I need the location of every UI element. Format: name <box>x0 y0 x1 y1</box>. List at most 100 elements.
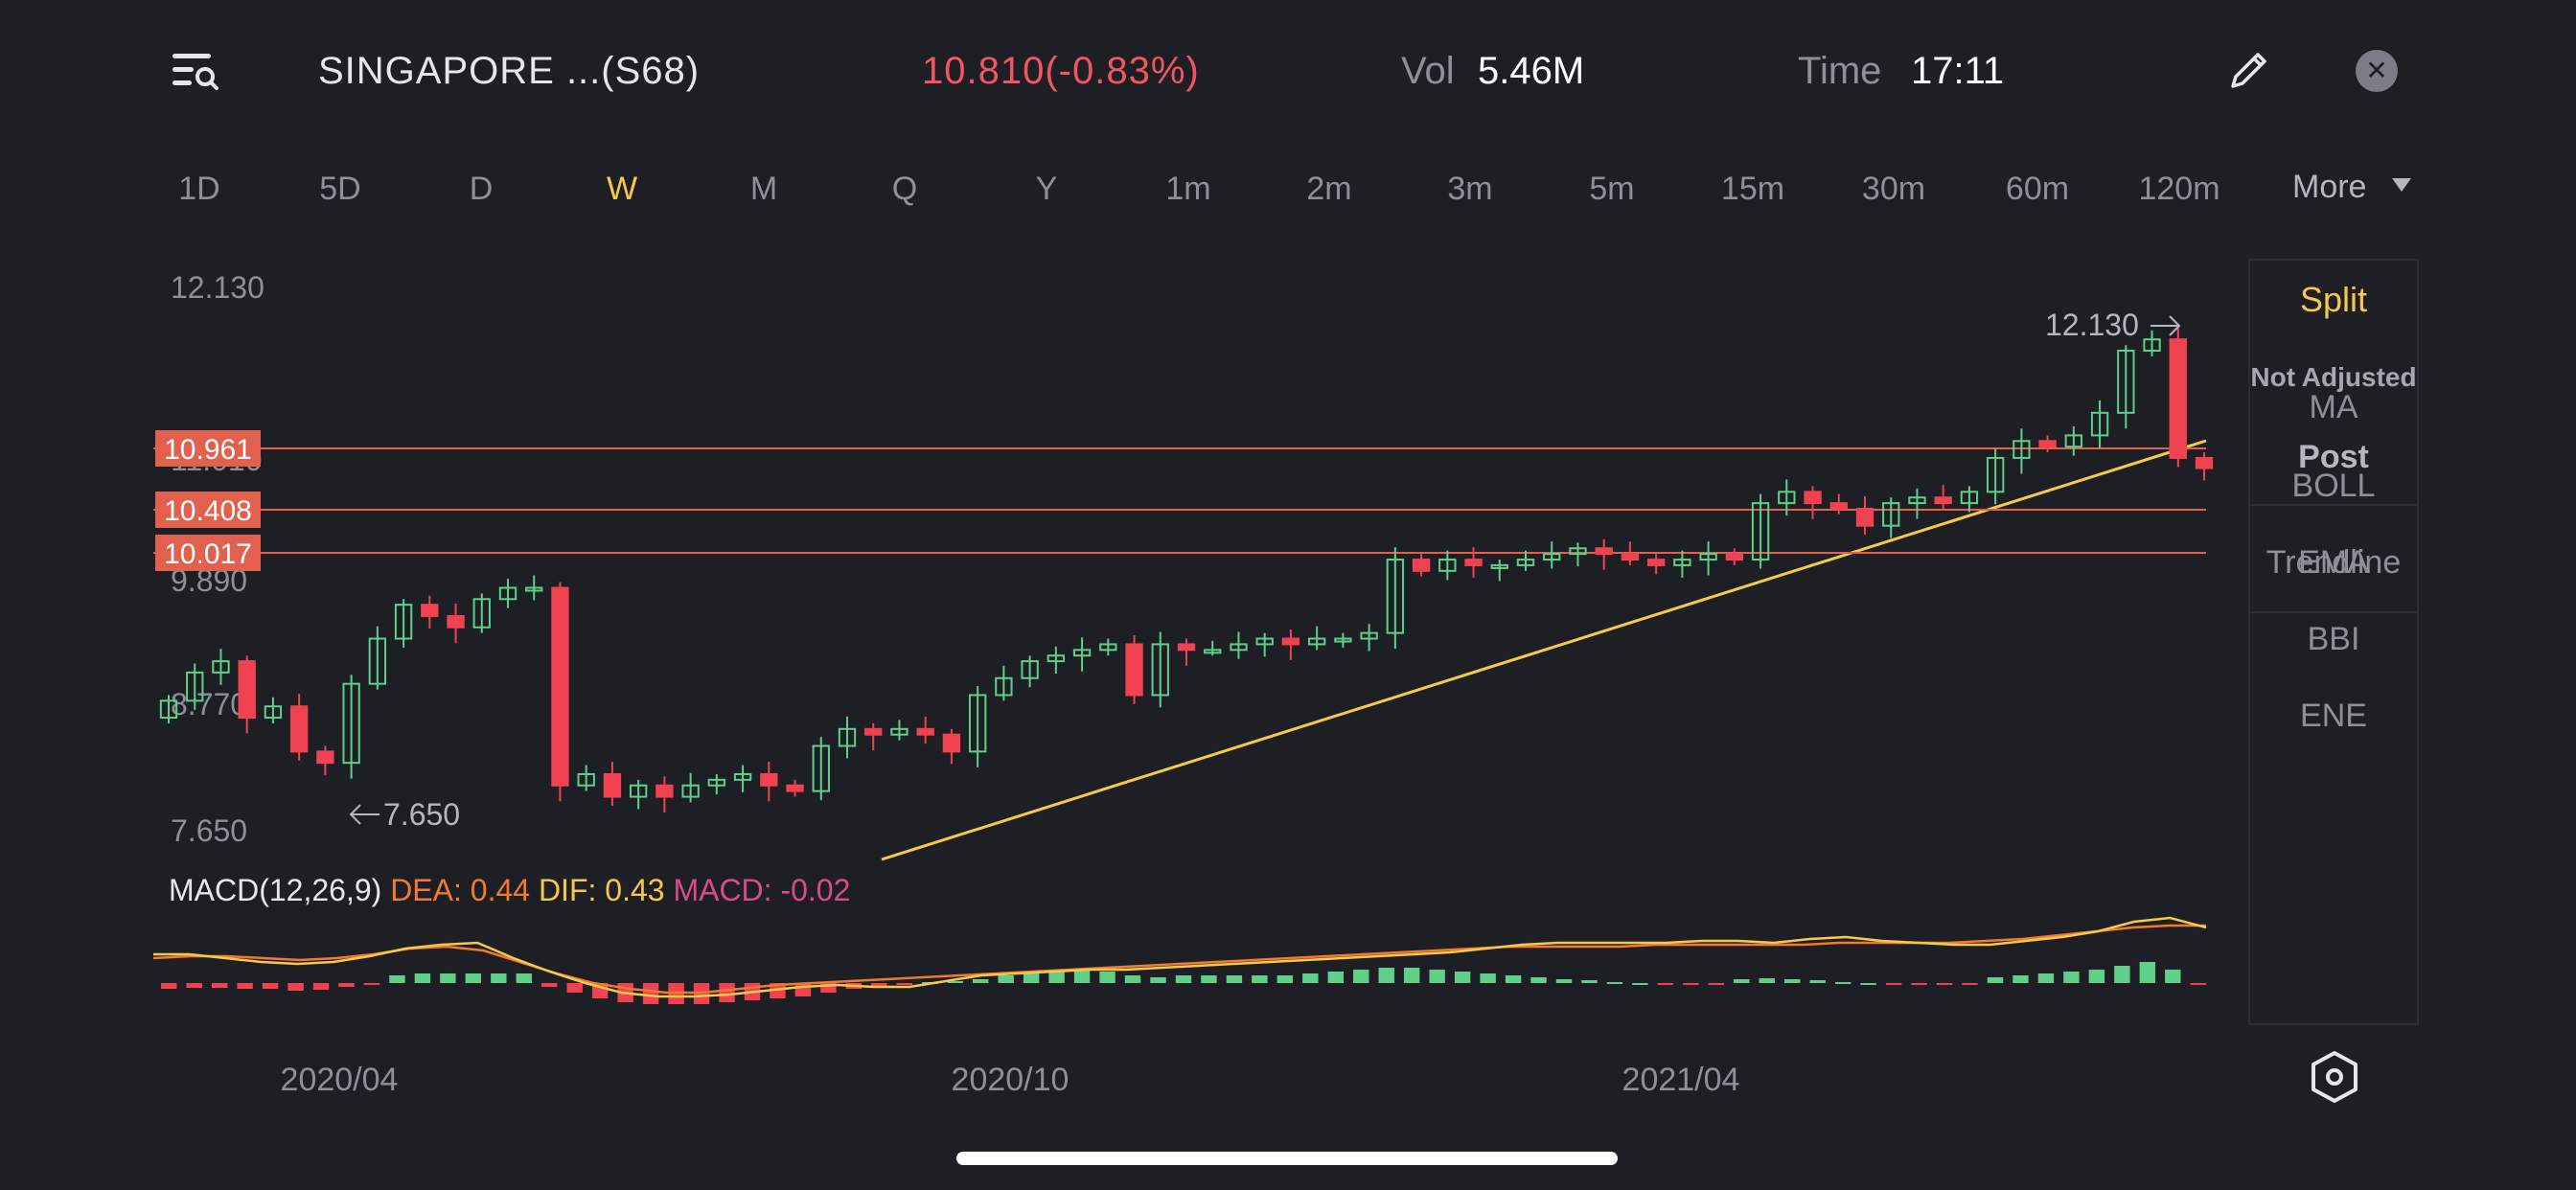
interval-tab[interactable]: 2m <box>1306 171 1352 207</box>
candle-body[interactable] <box>394 604 413 640</box>
candle-body[interactable] <box>1046 654 1066 663</box>
candle-body[interactable] <box>1360 631 1378 640</box>
candle-body[interactable] <box>289 705 309 753</box>
interval-tab[interactable]: 3m <box>1447 171 1493 207</box>
indicator-option[interactable]: BOLL <box>2291 468 2376 504</box>
candle-body[interactable] <box>186 671 204 702</box>
candle-body[interactable] <box>1177 643 1196 652</box>
candle-body[interactable] <box>812 744 830 792</box>
indicator-option[interactable]: ENE <box>2300 698 2367 734</box>
candle-body[interactable] <box>1072 649 1092 657</box>
candle-body[interactable] <box>1281 637 1300 646</box>
candle-body[interactable] <box>968 694 987 753</box>
interval-tab[interactable]: Q <box>891 171 918 207</box>
candle-body[interactable] <box>447 614 465 629</box>
candle-body[interactable] <box>995 676 1013 697</box>
candle-body[interactable] <box>1960 491 1979 505</box>
candle-body[interactable] <box>1908 496 1926 505</box>
candle-body[interactable] <box>1855 508 1874 527</box>
candle-body[interactable] <box>1386 559 1405 634</box>
candle-body[interactable] <box>1986 456 2005 493</box>
candle-body[interactable] <box>212 660 230 674</box>
interval-tab[interactable]: 15m <box>1720 171 1785 207</box>
candle-body[interactable] <box>1804 491 1822 505</box>
interval-tab[interactable]: W <box>606 171 638 207</box>
candle-body[interactable] <box>1543 553 1561 561</box>
price-level-tag[interactable] <box>155 492 261 528</box>
home-indicator[interactable] <box>956 1152 1618 1165</box>
price-level-tag[interactable] <box>155 430 261 467</box>
interval-tab[interactable]: M <box>749 171 778 207</box>
candle-body[interactable] <box>1725 553 1744 561</box>
candle-body[interactable] <box>1099 643 1117 652</box>
candle-body[interactable] <box>1595 547 1613 556</box>
candle-body[interactable] <box>1569 547 1587 556</box>
candle-body[interactable] <box>1673 559 1691 566</box>
price-level-tag[interactable] <box>155 535 261 571</box>
candle-body[interactable] <box>2195 456 2214 469</box>
candle-body[interactable] <box>2012 440 2031 459</box>
candle-body[interactable] <box>1934 496 1952 505</box>
indicator-option[interactable]: BBI <box>2307 621 2360 657</box>
candle-body[interactable] <box>2169 338 2187 459</box>
interval-tab[interactable]: 1D <box>178 171 220 207</box>
interval-tab[interactable]: 60m <box>2005 171 2070 207</box>
candle-body[interactable] <box>2038 440 2057 448</box>
candle-body[interactable] <box>838 727 857 747</box>
candle-body[interactable] <box>603 772 622 798</box>
candle-body[interactable] <box>421 604 439 617</box>
not-adjusted-option[interactable]: Not Adjusted <box>2250 362 2417 392</box>
candle-body[interactable] <box>1621 553 1640 561</box>
interval-tab[interactable]: 120m <box>2138 171 2220 207</box>
candle-body[interactable] <box>1230 643 1248 652</box>
candle-body[interactable] <box>681 784 700 798</box>
candle-body[interactable] <box>368 637 387 685</box>
close-button[interactable]: ✕ <box>2356 50 2398 92</box>
candle-body[interactable] <box>577 772 595 787</box>
candle-body[interactable] <box>864 727 883 736</box>
stock-title[interactable]: SINGAPORE ...(S68) <box>318 50 701 92</box>
candle-body[interactable] <box>2117 350 2135 414</box>
candle-body[interactable] <box>733 772 752 781</box>
candle-body[interactable] <box>1255 637 1274 646</box>
candle-body[interactable] <box>316 750 334 765</box>
indicator-option[interactable]: MA <box>2309 389 2358 425</box>
candle-body[interactable] <box>1021 660 1039 679</box>
candle-body[interactable] <box>2143 338 2161 353</box>
candle-body[interactable] <box>1829 502 1848 510</box>
candle-body[interactable] <box>264 705 283 720</box>
candle-body[interactable] <box>1751 502 1770 561</box>
candle-body[interactable] <box>1412 559 1431 572</box>
interval-tab[interactable]: 5m <box>1589 171 1635 207</box>
candle-body[interactable] <box>1516 559 1535 566</box>
post-option[interactable]: Post <box>2298 439 2369 475</box>
candle-body[interactable] <box>786 784 804 792</box>
candle-body[interactable] <box>1307 637 1326 646</box>
candle-body[interactable] <box>1125 643 1143 697</box>
trendline-option[interactable]: Trendline <box>2266 544 2402 581</box>
interval-tab[interactable]: D <box>469 171 494 207</box>
candle-body[interactable] <box>159 699 178 720</box>
interval-tab[interactable]: Y <box>1035 171 1058 207</box>
candle-body[interactable] <box>551 586 569 787</box>
candle-body[interactable] <box>498 586 518 601</box>
settings-hexagon-icon[interactable] <box>2310 1050 2359 1104</box>
candle-body[interactable] <box>1464 559 1483 566</box>
interval-tab[interactable]: 30m <box>1861 171 1926 207</box>
candle-body[interactable] <box>525 586 543 592</box>
candle-body[interactable] <box>238 660 256 720</box>
indicator-option[interactable]: EMA <box>2298 544 2369 581</box>
candle-body[interactable] <box>2090 411 2109 437</box>
candle-body[interactable] <box>1490 563 1508 569</box>
candle-body[interactable] <box>1882 502 1900 527</box>
candle-body[interactable] <box>707 778 726 787</box>
candle-body[interactable] <box>1646 559 1666 566</box>
pencil-icon[interactable] <box>2227 48 2271 92</box>
candle-body[interactable] <box>472 598 491 629</box>
candle-body[interactable] <box>1151 643 1169 697</box>
more-dropdown[interactable]: More <box>2292 169 2367 205</box>
candle-body[interactable] <box>890 727 908 736</box>
candle-body[interactable] <box>1438 559 1457 572</box>
candle-body[interactable] <box>656 784 674 798</box>
